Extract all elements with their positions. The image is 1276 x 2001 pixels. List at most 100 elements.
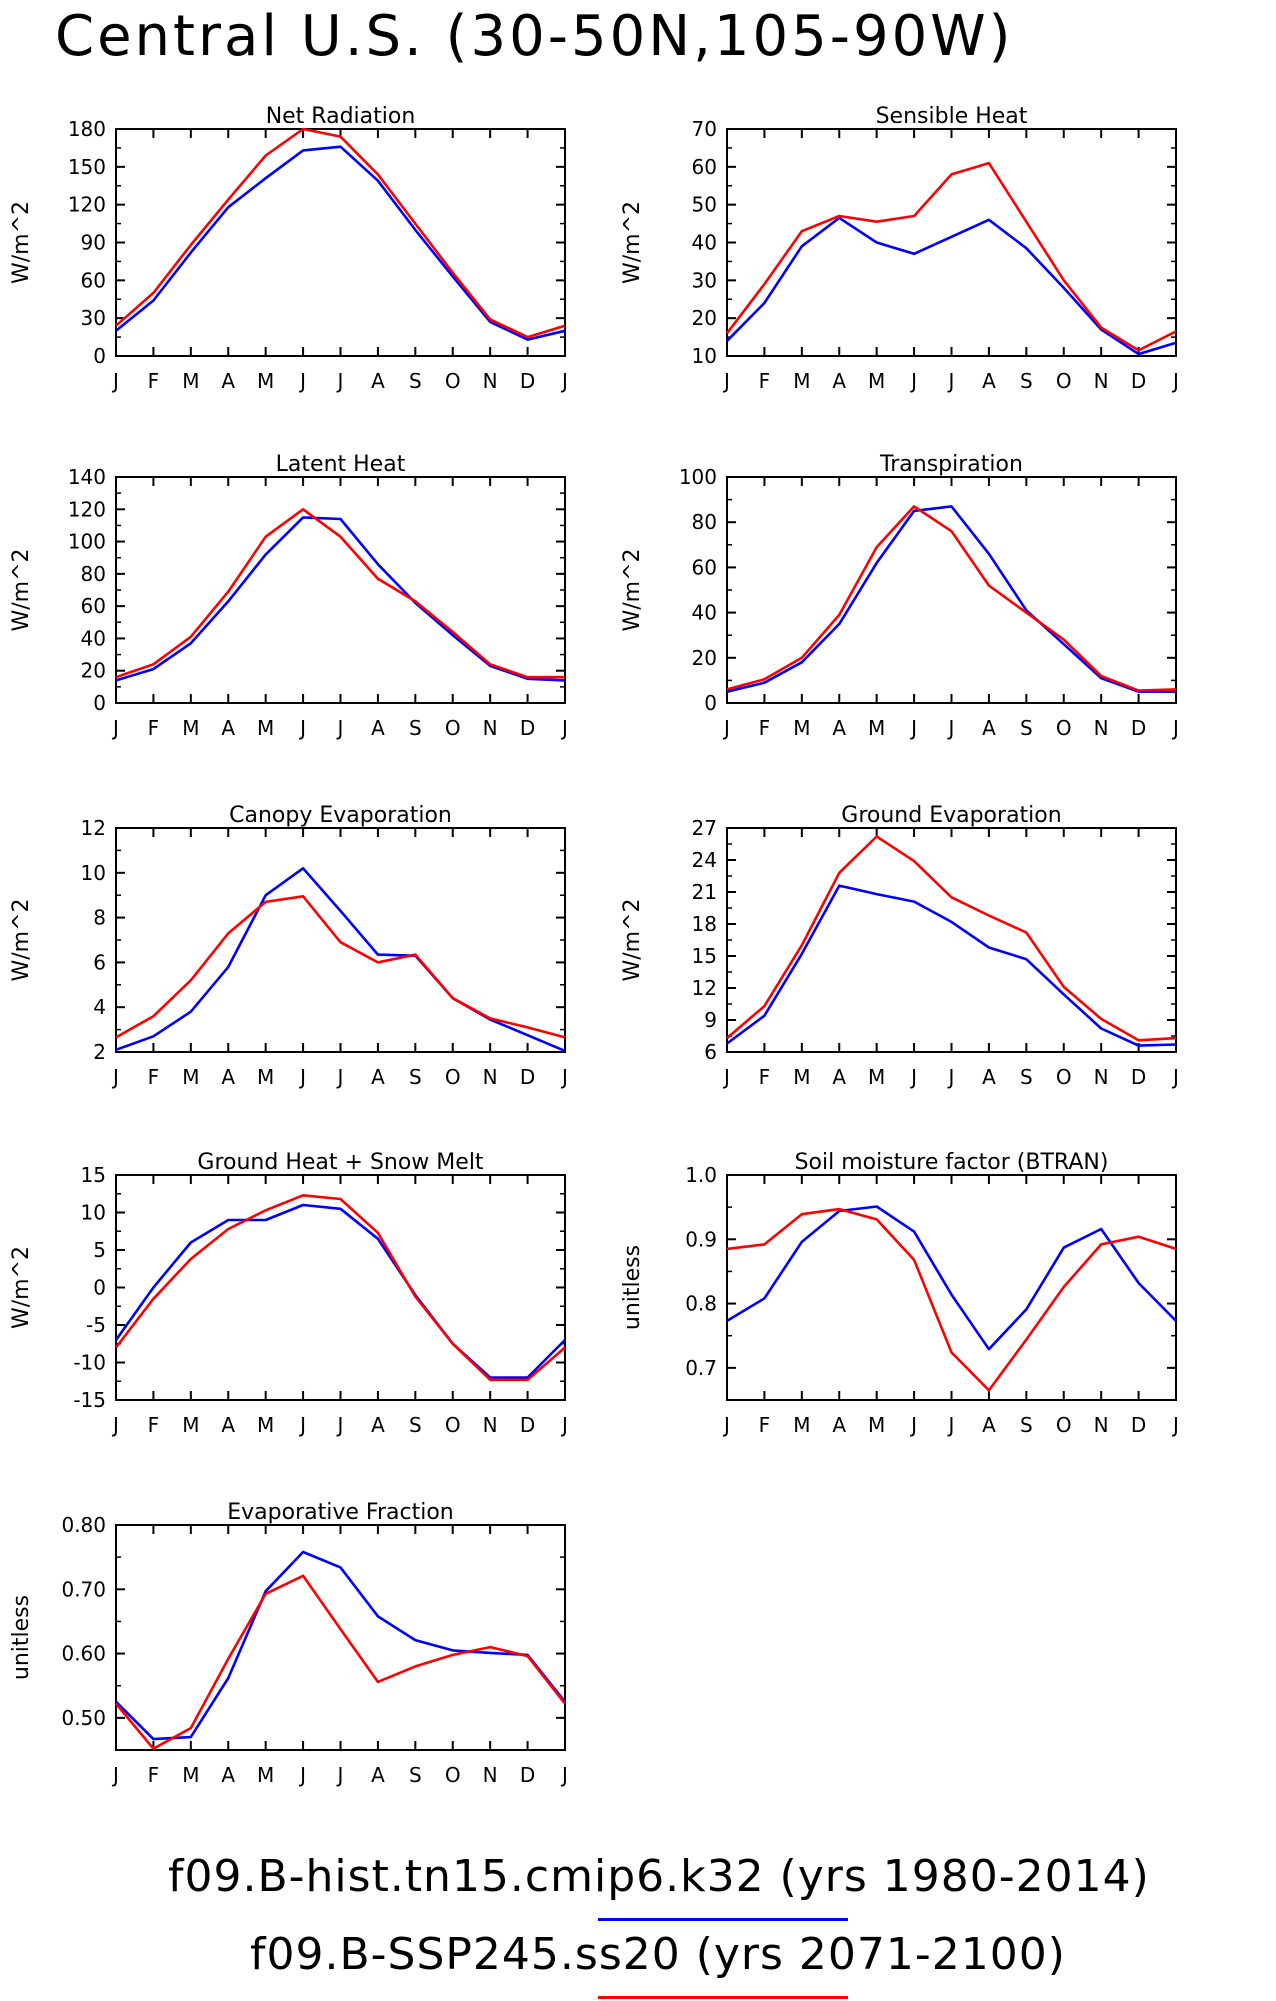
- panel-2-xtick-label: M: [868, 369, 885, 393]
- panel-4-xtick-label: M: [793, 716, 810, 740]
- panel-7-xtick-label: M: [182, 1413, 199, 1437]
- panel-7-ytick-label: 5: [93, 1238, 106, 1262]
- panel-4-series-ssp245: [726, 505, 1177, 692]
- panel-5-xtick-label: J: [111, 1065, 119, 1089]
- panel-8-series-hist: [726, 1205, 1177, 1351]
- panel-1-ytick-label: 30: [81, 306, 106, 330]
- panel-6-xtick-label: J: [722, 1065, 730, 1089]
- panel-6-xtick-label: J: [1171, 1065, 1179, 1089]
- panel-6-xtick-label: S: [1020, 1065, 1033, 1089]
- panel-5-ytick-label: 12: [81, 816, 106, 840]
- panel-4-xtick-label: O: [1056, 716, 1072, 740]
- panel-2-xtick-label: J: [909, 369, 917, 393]
- panel-3-title: Latent Heat: [276, 452, 406, 477]
- panel-6-xtick-label: D: [1131, 1065, 1146, 1089]
- panel-2-xtick-label: S: [1020, 369, 1033, 393]
- panel-1-xtick-label: M: [257, 369, 274, 393]
- panel-6-series-ssp245: [726, 835, 1177, 1042]
- panel-5-series-hist: [115, 866, 566, 1053]
- panel-2-xtick-label: A: [982, 369, 996, 393]
- panel-6-xtick-label: N: [1094, 1065, 1109, 1089]
- panel-4-xtick-label: J: [947, 716, 955, 740]
- panel-5-xtick-label: A: [371, 1065, 385, 1089]
- panel-7-ytick-label: 0: [93, 1276, 106, 1300]
- panel-4-xtick-label: F: [759, 716, 771, 740]
- panel-5-frame: [115, 827, 566, 1053]
- panel-3-ytick-label: 20: [81, 659, 106, 683]
- panel-1-xtick-label: J: [336, 369, 344, 393]
- panel-2-title: Sensible Heat: [876, 104, 1028, 129]
- panel-5-ytick-label: 10: [81, 861, 106, 885]
- panel-6-xtick-label: M: [868, 1065, 885, 1089]
- panel-1-xtick-label: D: [520, 369, 535, 393]
- panel-8-xtick-label: J: [722, 1413, 730, 1437]
- panel-8-ytick-label: 0.9: [685, 1227, 717, 1251]
- panel-2-xtick-label: O: [1056, 369, 1072, 393]
- panel-6-xtick-label: J: [909, 1065, 917, 1089]
- panel-5-xtick-label: M: [182, 1065, 199, 1089]
- panel-6-ytick-label: 18: [692, 912, 717, 936]
- panel-6-ytick-label: 9: [704, 1008, 717, 1032]
- panel-4-ytick-label: 100: [679, 465, 717, 489]
- panel-8-xtick-label: J: [909, 1413, 917, 1437]
- panel-9-xtick-label: S: [409, 1763, 422, 1787]
- panel-5-xtick-label: D: [520, 1065, 535, 1089]
- panel-5-xtick-label: A: [221, 1065, 235, 1089]
- panel-1-ytick-label: 150: [68, 155, 106, 179]
- panel-1-series-hist: [115, 145, 566, 341]
- panel-7-xtick-label: F: [148, 1413, 160, 1437]
- panel-6-title: Ground Evaporation: [841, 803, 1061, 828]
- panel-2-xtick-label: N: [1094, 369, 1109, 393]
- panel-9-xtick-label: M: [257, 1763, 274, 1787]
- panel-3-ytick-label: 60: [81, 594, 106, 618]
- panel-8-xtick-label: A: [832, 1413, 846, 1437]
- panel-3-xtick-label: J: [336, 716, 344, 740]
- panel-1-ytick-label: 120: [68, 193, 106, 217]
- panel-7-xtick-label: M: [257, 1413, 274, 1437]
- panel-3-xtick-label: F: [148, 716, 160, 740]
- panel-1-ytick-label: 0: [93, 344, 106, 368]
- panel-4-xtick-label: J: [1171, 716, 1179, 740]
- panel-6-ytick-label: 6: [704, 1040, 717, 1064]
- panel-9-xtick-label: F: [148, 1763, 160, 1787]
- panel-9-xtick-label: O: [445, 1763, 461, 1787]
- panel-3-ytick-label: 100: [68, 530, 106, 554]
- panel-9-ytick-label: 0.70: [61, 1577, 106, 1601]
- panel-8-xtick-label: J: [1171, 1413, 1179, 1437]
- panel-8-frame: [726, 1174, 1177, 1401]
- panel-3-xtick-label: M: [257, 716, 274, 740]
- panel-8-xtick-label: M: [793, 1413, 810, 1437]
- panel-8-xtick-label: J: [947, 1413, 955, 1437]
- panel-7-xtick-label: O: [445, 1413, 461, 1437]
- panel-3-ytick-label: 0: [93, 691, 106, 715]
- panel-9-xtick-label: A: [371, 1763, 385, 1787]
- panel-3-ytick-label: 80: [81, 562, 106, 586]
- panel-2-ytick-label: 60: [692, 155, 717, 179]
- panel-6-xtick-label: O: [1056, 1065, 1072, 1089]
- panel-3-xtick-label: A: [371, 716, 385, 740]
- panel-9-xtick-label: J: [336, 1763, 344, 1787]
- panel-6-frame: [726, 827, 1177, 1053]
- panel-8-xtick-label: O: [1056, 1413, 1072, 1437]
- panel-5-xtick-label: J: [560, 1065, 568, 1089]
- panel-6-ytick-label: 12: [692, 976, 717, 1000]
- panel-4-xtick-label: D: [1131, 716, 1146, 740]
- panel-4-xtick-label: A: [832, 716, 846, 740]
- panel-2-ytick-label: 70: [692, 117, 717, 141]
- panel-3-xtick-label: M: [182, 716, 199, 740]
- panel-6-xtick-label: F: [759, 1065, 771, 1089]
- panel-2-xtick-label: F: [759, 369, 771, 393]
- panel-9-ytick-label: 0.50: [61, 1706, 106, 1730]
- panel-4-ytick-label: 60: [692, 555, 717, 579]
- figure-title: Central U.S. (30-50N,105-90W): [55, 4, 1014, 69]
- panel-6-xtick-label: A: [982, 1065, 996, 1089]
- panel-7-series-hist: [114, 1203, 566, 1379]
- panel-2-xtick-label: J: [722, 369, 730, 393]
- legend-label-hist: f09.B-hist.tn15.cmip6.k32 (yrs 1980-2014…: [168, 1851, 1150, 1902]
- panel-1-xtick-label: J: [298, 369, 306, 393]
- panel-7-ylabel: W/m^2: [9, 1246, 34, 1329]
- panel-5-ytick-label: 6: [93, 950, 106, 974]
- panel-8-ytick-label: 1.0: [685, 1163, 717, 1187]
- panel-4-title: Transpiration: [879, 452, 1023, 477]
- legend-line-hist: [598, 1918, 848, 1921]
